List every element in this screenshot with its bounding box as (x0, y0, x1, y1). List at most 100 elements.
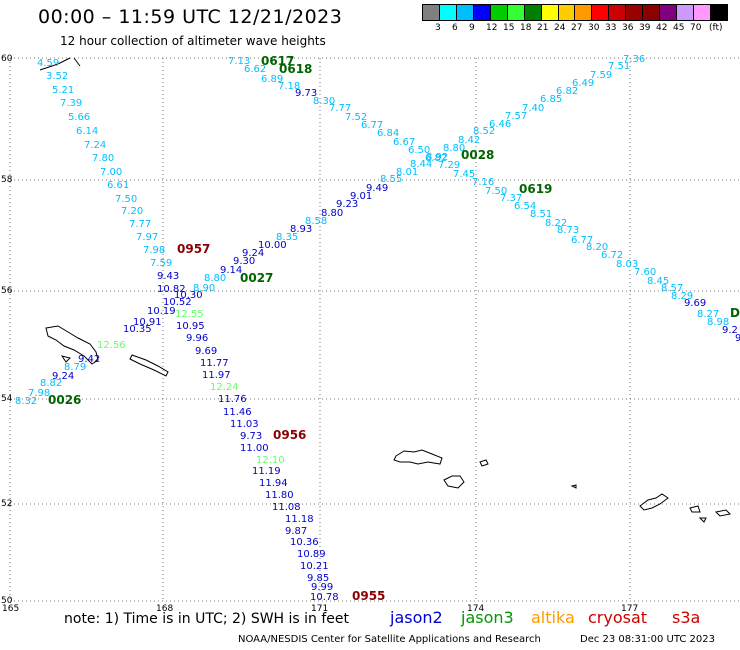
wave-height-label: 7.52 (345, 112, 367, 123)
legend-swatch (423, 5, 440, 20)
legend-swatch (660, 5, 678, 20)
legend-label: 70 (690, 23, 702, 33)
wave-height-label: 6.62 (244, 64, 266, 75)
wave-height-label: 7.20 (121, 206, 143, 217)
wave-height-label: 8.52 (473, 126, 495, 137)
wave-height-label: 12.55 (175, 309, 204, 320)
wave-height-label: 9.2 (722, 325, 738, 336)
wave-height-label: 8.57 (661, 283, 683, 294)
wave-height-label: 7.36 (623, 54, 645, 65)
legend-swatches (422, 4, 728, 21)
wave-height-label: 7.16 (472, 177, 494, 188)
pass-time-label: 0027 (240, 271, 273, 285)
wave-height-label: 7.77 (329, 103, 351, 114)
legend-swatch (592, 5, 610, 20)
wave-height-label: 9.49 (366, 183, 388, 194)
pass-time-label: 0957 (177, 242, 210, 256)
wave-height-label: 8.42 (458, 135, 480, 146)
wave-height-label: 8.51 (530, 209, 552, 220)
legend-label: 9 (469, 23, 475, 33)
legend-swatch (575, 5, 593, 20)
wave-height-label: 8.30 (313, 96, 335, 107)
wave-height-label: 8.55 (380, 174, 402, 185)
wave-height-label: 6.82 (556, 86, 578, 97)
wave-height-label: 6.46 (489, 119, 511, 130)
wave-height-label: 7.57 (505, 111, 527, 122)
wave-height-label: 11.80 (265, 490, 294, 501)
wave-height-label: 9.69 (684, 298, 706, 309)
legend-label: (ft) (709, 23, 723, 33)
legend-swatch (643, 5, 661, 20)
legend-label: 33 (605, 23, 617, 33)
wave-height-label: 6.72 (601, 250, 623, 261)
pass-time-label: 0028 (461, 148, 494, 162)
wave-height-label: 10.52 (163, 297, 192, 308)
wave-height-label: 10.95 (176, 321, 205, 332)
wave-height-label: 8.27 (697, 309, 719, 320)
wave-height-label: 3.52 (46, 71, 68, 82)
wave-height-label: 9.23 (336, 199, 358, 210)
wave-height-label: 9.96 (186, 333, 208, 344)
x-tick-label: 171 (311, 604, 328, 614)
wave-height-label: 6.77 (361, 120, 383, 131)
wave-height-label: 10.91 (133, 317, 162, 328)
legend-swatch (456, 5, 474, 20)
legend-swatch (558, 5, 576, 20)
wave-height-label: 8.29 (671, 291, 693, 302)
wave-height-label: 6.50 (408, 145, 430, 156)
wave-height-label: 11.77 (200, 358, 229, 369)
pass-time-label: 0619 (519, 182, 552, 196)
island-mid-left (129, 354, 169, 377)
legend-label: 30 (588, 23, 600, 33)
wave-height-label: 8.58 (305, 216, 327, 227)
y-tick-label: 50 (1, 596, 13, 606)
wave-height-label: 8.80 (321, 208, 343, 219)
wave-height-label: 6.89 (261, 74, 283, 85)
wave-height-label: 9.01 (350, 191, 372, 202)
wave-height-label: 7.59 (590, 70, 612, 81)
legend-swatch (524, 5, 542, 20)
legend-swatch (694, 5, 711, 20)
wave-height-label: 7.59 (150, 258, 172, 269)
legend-jason3: jason3 (461, 608, 514, 627)
wave-height-label: 9.42 (78, 354, 100, 365)
wave-height-label: 8.79 (64, 362, 86, 373)
pass-time-label: 0026 (48, 393, 81, 407)
wave-height-label: 9.69 (195, 346, 217, 357)
wave-height-label: 10.30 (174, 290, 203, 301)
pass-time-label: 0956 (273, 428, 306, 442)
wave-height-label: 8.80 (204, 273, 226, 284)
legend-label: 42 (656, 23, 668, 33)
color-legend: 3 6 9 12 15 18 21 24 27 30 33 36 39 42 45 70 (ft) (422, 4, 728, 35)
footer-note: note: 1) Time is in UTC; 2) SWH is in fe… (64, 611, 350, 627)
wave-height-label: 8.20 (586, 242, 608, 253)
wave-height-label: 8.44 (410, 159, 432, 170)
legend-label: 21 (537, 23, 549, 33)
wave-height-label: 9.73 (295, 88, 317, 99)
legend-swatch (507, 5, 525, 20)
wave-height-label: 11.46 (223, 407, 252, 418)
legend-label: 27 (571, 23, 583, 33)
wave-height-label: 7.45 (453, 169, 475, 180)
wave-height-label: 6.49 (572, 78, 594, 89)
wave-height-label: 6.82 (425, 153, 447, 164)
y-tick-label: 52 (1, 499, 12, 509)
land-outlines (39, 57, 732, 523)
legend-swatch (439, 5, 457, 20)
legend-s3a: s3a (672, 608, 701, 627)
wave-height-label: 11.00 (240, 443, 269, 454)
wave-height-label: 8.22 (545, 218, 567, 229)
y-tick-label: 58 (1, 175, 13, 185)
wave-height-label: 6.61 (107, 180, 129, 191)
x-tick-label: 174 (467, 604, 484, 614)
wave-height-label: 11.19 (252, 466, 281, 477)
wave-height-label: 6.77 (571, 235, 593, 246)
y-tick-label: 56 (1, 286, 13, 296)
wave-height-label: 10.78 (310, 592, 339, 603)
map-title: 00:00 – 11:59 UTC 12/21/2023 (38, 6, 343, 28)
legend-label: 6 (452, 23, 458, 33)
wave-height-label: 6.14 (76, 126, 98, 137)
footer-timestamp: Dec 23 08:31:00 UTC 2023 (580, 634, 715, 645)
legend-label: 36 (622, 23, 634, 33)
